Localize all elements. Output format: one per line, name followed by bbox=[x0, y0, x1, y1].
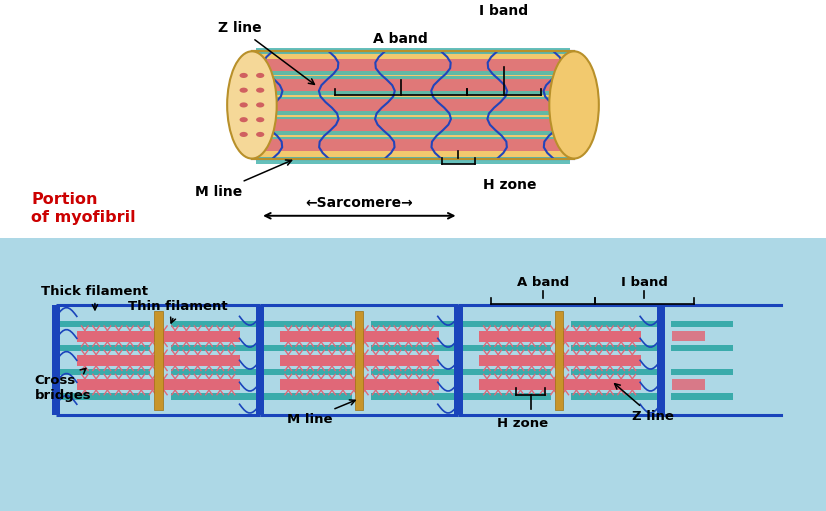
Bar bbox=[256, 137, 570, 144]
Bar bbox=[371, 369, 458, 376]
Circle shape bbox=[256, 117, 264, 122]
Bar bbox=[171, 321, 260, 327]
Bar bbox=[171, 369, 260, 376]
Circle shape bbox=[240, 117, 248, 122]
Bar bbox=[252, 51, 574, 158]
Text: Portion
of myofibril: Portion of myofibril bbox=[31, 192, 136, 225]
Bar bbox=[77, 379, 240, 390]
Bar bbox=[52, 306, 60, 415]
Bar bbox=[280, 379, 439, 390]
Circle shape bbox=[256, 132, 264, 137]
Bar bbox=[0, 0, 826, 238]
Bar bbox=[572, 345, 661, 351]
Circle shape bbox=[256, 73, 264, 78]
Bar bbox=[572, 393, 661, 400]
Bar bbox=[60, 321, 150, 327]
Circle shape bbox=[240, 102, 248, 107]
Bar bbox=[371, 321, 458, 327]
Bar bbox=[256, 88, 570, 95]
Bar bbox=[256, 77, 570, 83]
Text: H zone: H zone bbox=[497, 416, 548, 430]
Text: Z line: Z line bbox=[218, 21, 315, 84]
Bar bbox=[463, 369, 551, 376]
Circle shape bbox=[240, 73, 248, 78]
Bar bbox=[463, 345, 551, 351]
Bar bbox=[256, 117, 570, 123]
Text: Cross
bridges: Cross bridges bbox=[35, 368, 92, 403]
Circle shape bbox=[240, 87, 248, 92]
Bar bbox=[256, 306, 264, 415]
Bar bbox=[256, 48, 570, 55]
Bar bbox=[671, 321, 733, 327]
Bar bbox=[256, 139, 570, 151]
Text: M line: M line bbox=[287, 400, 355, 426]
Text: A band: A band bbox=[373, 32, 428, 46]
Bar bbox=[671, 369, 733, 376]
Bar bbox=[264, 321, 352, 327]
Text: Z line: Z line bbox=[615, 384, 673, 423]
Bar bbox=[572, 321, 661, 327]
Bar bbox=[479, 355, 641, 366]
Bar bbox=[672, 331, 705, 341]
Bar bbox=[479, 379, 641, 390]
Bar bbox=[371, 393, 458, 400]
Bar bbox=[672, 379, 705, 389]
Bar bbox=[256, 157, 570, 164]
Text: Thin filament: Thin filament bbox=[128, 300, 228, 323]
Bar bbox=[171, 345, 260, 351]
Bar bbox=[671, 393, 733, 400]
Bar bbox=[154, 311, 163, 410]
Bar bbox=[77, 331, 240, 342]
Bar bbox=[256, 128, 570, 135]
Bar bbox=[454, 306, 463, 415]
Bar bbox=[463, 321, 551, 327]
Ellipse shape bbox=[227, 51, 277, 158]
Text: Thick filament: Thick filament bbox=[41, 285, 149, 310]
Bar bbox=[264, 393, 352, 400]
Bar bbox=[256, 97, 570, 103]
Bar bbox=[280, 331, 439, 342]
Bar bbox=[256, 59, 570, 71]
Bar bbox=[371, 345, 458, 351]
Text: I band: I band bbox=[479, 4, 529, 18]
Bar bbox=[657, 306, 665, 415]
Bar bbox=[256, 119, 570, 131]
Bar bbox=[256, 79, 570, 91]
Bar bbox=[572, 369, 661, 376]
Bar bbox=[264, 369, 352, 376]
Bar bbox=[555, 311, 563, 410]
Text: H zone: H zone bbox=[483, 178, 537, 192]
Text: M line: M line bbox=[195, 160, 292, 199]
Bar bbox=[256, 68, 570, 75]
Circle shape bbox=[256, 87, 264, 92]
Bar bbox=[256, 108, 570, 115]
Text: ←Sarcomere→: ←Sarcomere→ bbox=[306, 196, 413, 210]
Bar bbox=[479, 331, 641, 342]
Ellipse shape bbox=[549, 51, 599, 158]
Bar bbox=[463, 393, 551, 400]
Bar bbox=[171, 393, 260, 400]
Bar bbox=[60, 393, 150, 400]
Bar bbox=[264, 345, 352, 351]
Bar bbox=[60, 369, 150, 376]
Text: I band: I band bbox=[621, 276, 667, 289]
Bar bbox=[60, 345, 150, 351]
Bar bbox=[671, 345, 733, 351]
Circle shape bbox=[240, 132, 248, 137]
Circle shape bbox=[256, 102, 264, 107]
Bar bbox=[77, 355, 240, 366]
Bar bbox=[256, 99, 570, 111]
Bar bbox=[0, 238, 826, 511]
Text: A band: A band bbox=[517, 276, 569, 289]
Bar bbox=[355, 311, 363, 410]
Bar bbox=[280, 355, 439, 366]
